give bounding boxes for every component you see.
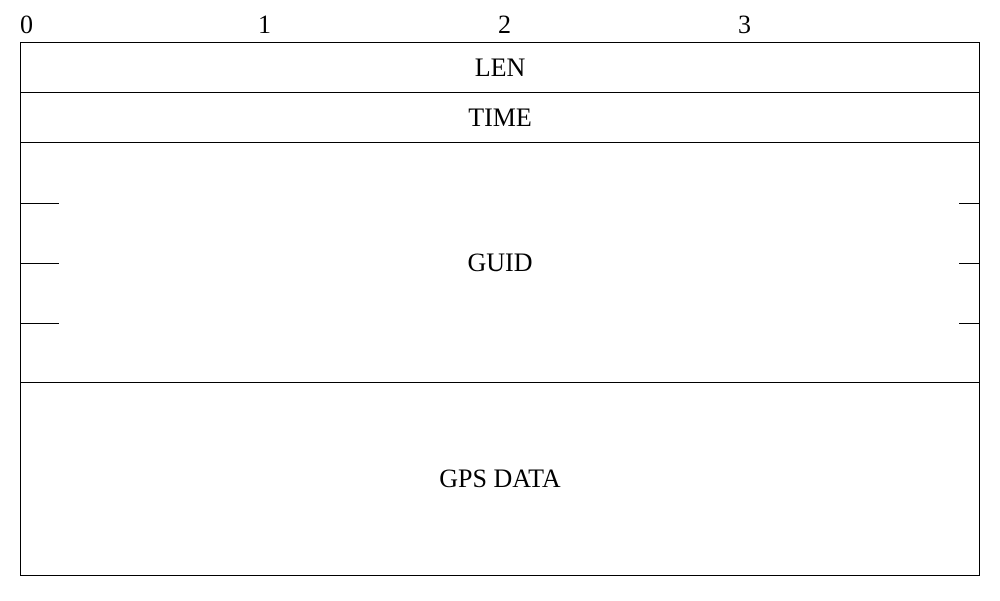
guid-tick-left-1 <box>21 203 59 204</box>
field-label-len: LEN <box>475 53 526 83</box>
guid-tick-right-1 <box>959 203 979 204</box>
ruler-label-2: 2 <box>498 10 511 40</box>
field-label-gps: GPS DATA <box>439 464 560 494</box>
ruler-label-0: 0 <box>20 10 33 40</box>
guid-tick-right-2 <box>959 263 979 264</box>
field-row-guid: GUID <box>21 143 979 383</box>
guid-tick-right-3 <box>959 323 979 324</box>
guid-tick-left-2 <box>21 263 59 264</box>
packet-layout-table: LEN TIME GUID GPS DATA <box>20 42 980 576</box>
ruler-label-1: 1 <box>258 10 271 40</box>
field-row-time: TIME <box>21 93 979 143</box>
byte-ruler: 0 1 2 3 <box>20 10 980 40</box>
guid-tick-left-3 <box>21 323 59 324</box>
field-label-guid: GUID <box>468 248 533 278</box>
packet-diagram-container: 0 1 2 3 LEN TIME GUID GPS DATA <box>0 0 1000 601</box>
field-row-gps: GPS DATA <box>21 383 979 575</box>
field-row-len: LEN <box>21 43 979 93</box>
field-label-time: TIME <box>468 103 532 133</box>
ruler-label-3: 3 <box>738 10 751 40</box>
